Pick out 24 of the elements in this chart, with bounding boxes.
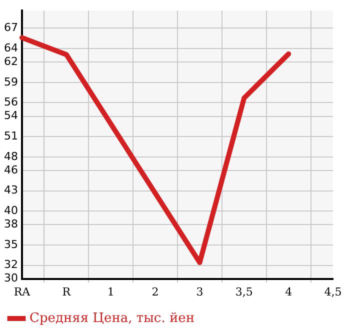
y-tick-label: 56 <box>4 96 18 109</box>
x-tick-label: R <box>62 285 72 298</box>
y-tick-label: 64 <box>4 41 18 54</box>
x-tick-label: 3 <box>196 285 204 298</box>
y-tick-label: 48 <box>4 150 18 163</box>
y-tick-label: 43 <box>4 184 18 197</box>
y-tick-label: 38 <box>4 217 18 230</box>
y-tick-label: 32 <box>4 258 18 272</box>
x-tick-label: 1 <box>107 285 114 298</box>
x-tick-label: 3,5 <box>235 285 253 298</box>
y-tick-label: 30 <box>4 272 18 285</box>
y-tick-label: 62 <box>4 54 18 68</box>
y-tick-label: 67 <box>4 21 18 34</box>
y-tick-label: 35 <box>4 238 18 251</box>
x-tick-label: 4,5 <box>324 285 342 298</box>
x-tick-label: RA <box>14 285 32 298</box>
y-tick-label: 40 <box>4 204 18 217</box>
y-tick-label: 54 <box>4 109 18 122</box>
legend-label: Средняя Цена, тыс. йен <box>30 310 194 326</box>
y-tick-label: 59 <box>4 75 18 88</box>
x-tick-label: 4 <box>285 285 292 298</box>
x-tick-label: 2 <box>152 285 159 298</box>
y-tick-label: 51 <box>4 129 18 142</box>
y-tick-label: 46 <box>4 163 18 176</box>
